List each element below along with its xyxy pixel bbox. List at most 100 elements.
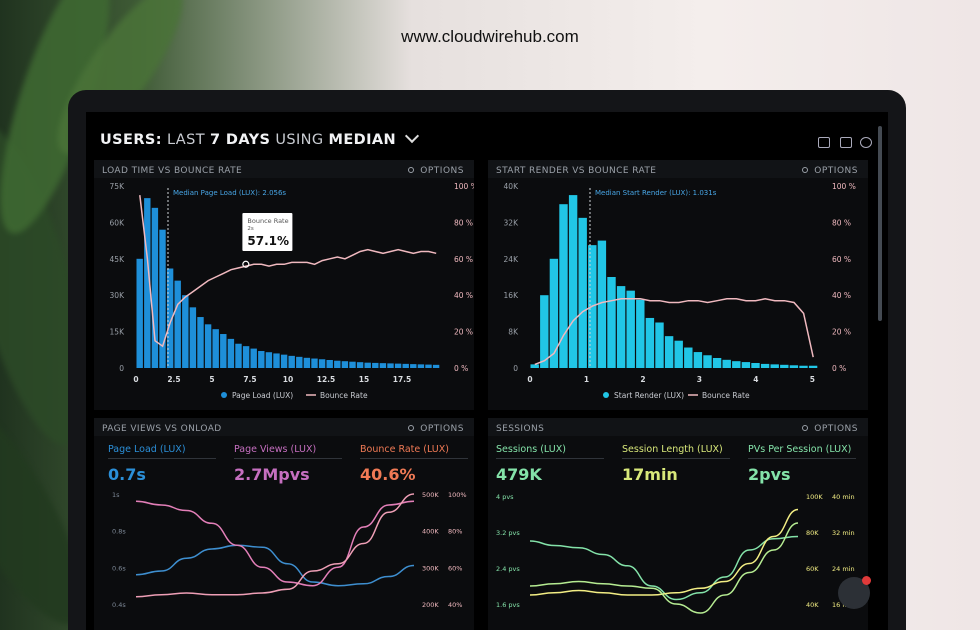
x-tick-label: 5 (810, 375, 815, 384)
y2-tick-label: 100 % (454, 182, 474, 191)
panel-title: START RENDER VS BOUNCE RATE (496, 166, 657, 176)
bar (318, 359, 326, 368)
y3-tick-label: 60% (448, 564, 462, 572)
y-tick-label: 0 (119, 364, 124, 373)
y-tick-label: 40K (504, 182, 520, 191)
metric-value: 17min (622, 465, 678, 484)
bar (265, 352, 273, 368)
metric-card[interactable]: PVs Per Session (LUX) 2pvs (748, 444, 856, 484)
series-line (135, 493, 415, 598)
bar (732, 361, 741, 368)
series-line (529, 508, 799, 596)
options-button[interactable]: OPTIONS (408, 166, 464, 176)
bar (597, 240, 607, 368)
bar (616, 286, 626, 368)
x-tick-label: 5 (209, 375, 214, 384)
y-tick-label: 45K (110, 255, 126, 264)
y2-tick-label: 60 % (454, 255, 473, 264)
header-users: USERS: (100, 132, 162, 148)
bar (174, 280, 181, 368)
dashboard-header[interactable]: USERS: LAST 7 DAYS USING MEDIAN (100, 128, 420, 148)
y-tick-label: 1.6 pvs (496, 601, 520, 609)
bar (197, 317, 204, 368)
bar (789, 365, 799, 368)
bar (204, 324, 212, 368)
bar (799, 365, 808, 368)
y-tick-label: 15K (110, 328, 126, 337)
y3-tick-label: 80% (448, 528, 462, 536)
load-time-chart: 75K 60K 45K 30K 15K 0 100 % 80 % 60 % 40 % 20 % 0 %… (110, 182, 474, 400)
y-tick-label: 2.4 pvs (496, 565, 520, 573)
bar (242, 346, 250, 368)
options-icon (408, 167, 415, 173)
x-tick-label: 4 (753, 375, 758, 384)
bar (751, 362, 760, 368)
y-tick-label: 75K (110, 182, 126, 191)
bar (235, 343, 242, 368)
y-tick-label: 0.4s (112, 601, 126, 609)
bar (530, 364, 539, 368)
metric-value: 2.7Mpvs (234, 465, 310, 484)
y2-tick-label: 40K (806, 601, 819, 609)
metric-card[interactable]: Page Views (LUX) 2.7Mpvs (234, 444, 342, 484)
series-line (135, 544, 415, 587)
bar (425, 364, 432, 368)
bar (288, 355, 295, 368)
bar (349, 361, 356, 368)
header-days: 7 DAYS (209, 132, 271, 148)
bar (417, 364, 425, 368)
start-render-chart: 40K 32K 24K 16K 8K 0 100 % 80 % 60 % 40 % 20 % 0 % 0… (504, 182, 856, 400)
metric-label: Page Load (LUX) (108, 444, 216, 459)
bar (356, 362, 364, 368)
options-button[interactable]: OPTIONS (802, 424, 858, 434)
y-tick-label: 4 pvs (496, 493, 514, 501)
y2-tick-label: 20 % (454, 328, 473, 337)
median-annotation: Median Start Render (LUX): 1.031s (595, 189, 717, 197)
x-tick-label: 2.5 (167, 375, 180, 384)
legend-swatch (221, 392, 227, 398)
y2-tick-label: 60K (806, 565, 819, 573)
y2-tick-label: 200K (422, 601, 439, 609)
y-tick-label: 0.6s (112, 564, 126, 572)
metric-card[interactable]: Session Length (LUX) 17min (622, 444, 730, 484)
bar (693, 352, 703, 368)
bar (159, 229, 166, 368)
metric-value: 0.7s (108, 465, 146, 484)
y-tick-label: 3.2 pvs (496, 529, 520, 537)
metric-card[interactable]: Page Load (LUX) 0.7s (108, 444, 216, 484)
options-icon (802, 425, 809, 431)
y2-tick-label: 80K (806, 529, 819, 537)
metric-value: 40.6% (360, 465, 416, 484)
options-button[interactable]: OPTIONS (802, 166, 858, 176)
metric-card[interactable]: Sessions (LUX) 479K (496, 444, 604, 484)
help-icon[interactable] (860, 137, 872, 148)
bar (410, 364, 417, 368)
x-tick-label: 10 (283, 375, 293, 384)
bar (387, 363, 394, 368)
chevron-down-icon[interactable] (405, 128, 420, 144)
header-last: LAST (166, 132, 205, 148)
options-icon (408, 425, 415, 431)
metric-card[interactable]: Bounce Rate (LUX) 40.6% (360, 444, 468, 484)
bar (722, 359, 731, 368)
bar (540, 295, 549, 368)
load-time-panel: LOAD TIME VS BOUNCE RATE OPTIONS 75K 60K 4… (94, 160, 474, 410)
tooltip-point (242, 260, 250, 268)
options-button[interactable]: OPTIONS (408, 424, 464, 434)
legend-label: Start Render (LUX) (614, 391, 684, 400)
bar (372, 362, 379, 368)
export-icon[interactable] (840, 137, 852, 148)
scrollbar[interactable] (878, 126, 882, 321)
monitor-icon[interactable] (818, 137, 830, 148)
x-tick-label: 15 (359, 375, 369, 384)
x-tick-label: 7.5 (243, 375, 256, 384)
y3-tick-label: 24 min (832, 565, 855, 573)
median-annotation: Median Page Load (LUX): 2.056s (173, 189, 286, 197)
y2-tick-label: 20 % (832, 328, 851, 337)
bar (220, 334, 227, 368)
y3-tick-label: 32 min (832, 529, 855, 537)
y-tick-label: 16K (504, 291, 520, 300)
bar (568, 195, 578, 368)
bar (296, 356, 303, 368)
bar (136, 258, 143, 368)
